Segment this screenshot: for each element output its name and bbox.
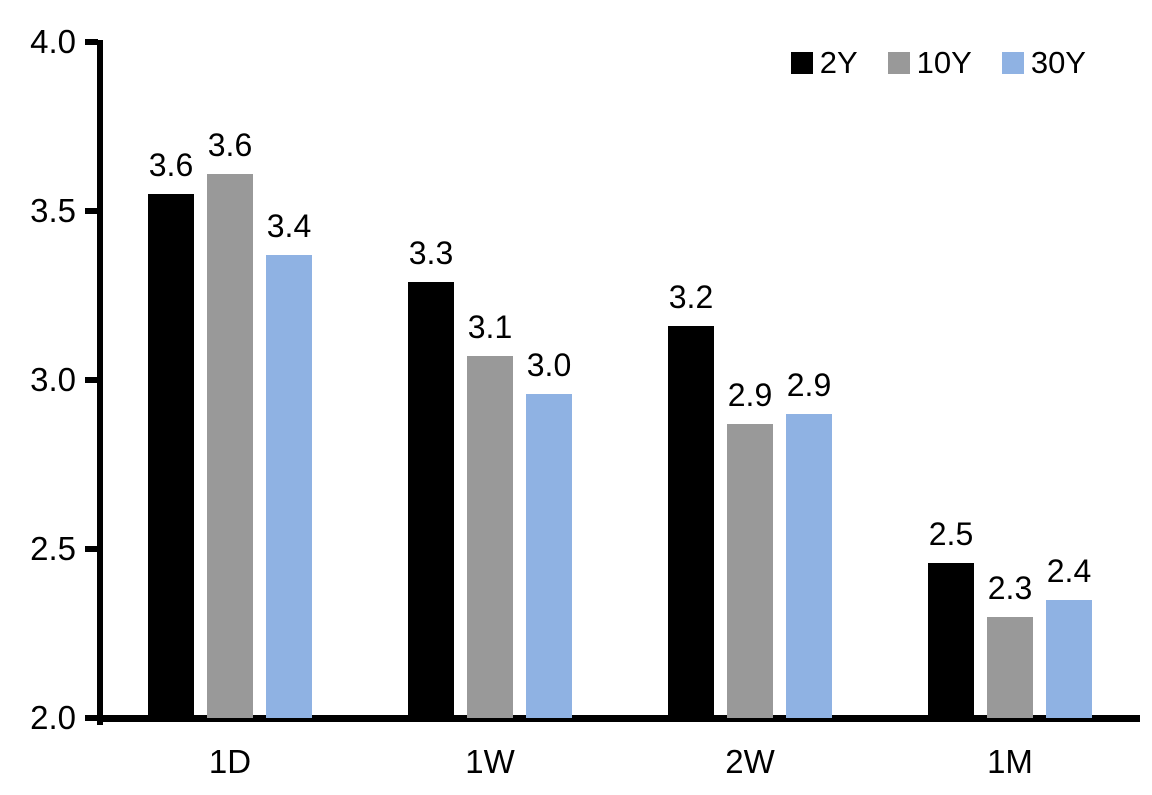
bar-value-label-10y-2w: 2.9 [727,376,773,413]
legend-item-30y: 30Y [1001,45,1086,80]
bar-10y-1d [207,173,253,718]
legend-item-2y: 2Y [790,45,858,80]
y-tick-label-30: 3.0 [30,361,76,398]
bar-value-label-2y-2w: 3.2 [668,278,714,315]
x-axis-label-1m: 1M [987,743,1033,780]
bar-30y-1d [266,254,312,718]
y-axis-line [97,40,103,725]
y-tick-mark-30 [85,377,98,383]
y-tick-label-25: 2.5 [30,530,76,567]
bar-value-label-10y-1w: 3.1 [467,309,513,346]
bar-2y-1m [928,562,974,718]
bar-value-label-30y-1d: 3.4 [266,207,312,244]
bar-10y-1w [467,356,513,718]
bar-value-label-2y-1m: 2.5 [928,515,974,552]
bar-2y-1d [148,194,194,718]
bar-30y-2w [786,413,832,718]
legend: 2Y 10Y 30Y [790,45,1086,80]
bar-10y-2w [727,423,773,718]
bar-value-label-30y-1m: 2.4 [1046,552,1092,589]
y-tick-mark-25 [85,546,98,552]
legend-item-10y: 10Y [887,45,972,80]
bar-value-label-2y-1w: 3.3 [408,234,454,271]
y-tick-label-40: 4.0 [30,23,76,60]
legend-swatch-icon-30y [1001,52,1024,74]
x-axis-label-2w: 2W [725,743,775,780]
bar-value-label-2y-1d: 3.6 [148,147,194,184]
legend-swatch-icon-2y [790,52,813,74]
bar-value-label-10y-1m: 2.3 [987,569,1033,606]
legend-swatch-icon-10y [887,52,910,74]
y-tick-label-20: 2.0 [30,699,76,736]
y-tick-mark-40 [85,39,98,45]
y-tick-mark-20 [85,715,98,721]
bar-10y-1m [987,616,1033,718]
bar-value-label-30y-2w: 2.9 [786,366,832,403]
x-axis-label-1w: 1W [465,743,515,780]
legend-label-30y: 30Y [1030,45,1086,80]
x-axis-label-1d: 1D [208,743,252,780]
bar-value-label-30y-1w: 3.0 [526,346,572,383]
bar-2y-1w [408,281,454,718]
y-tick-mark-35 [85,208,98,214]
bar-2y-2w [668,325,714,718]
bar-value-label-10y-1d: 3.6 [207,126,253,163]
bar-30y-1m [1046,599,1092,718]
x-axis-line [97,715,1140,722]
legend-label-2y: 2Y [819,45,858,80]
bar-30y-1w [526,393,572,718]
y-tick-label-35: 3.5 [30,192,76,229]
legend-label-10y: 10Y [916,45,972,80]
